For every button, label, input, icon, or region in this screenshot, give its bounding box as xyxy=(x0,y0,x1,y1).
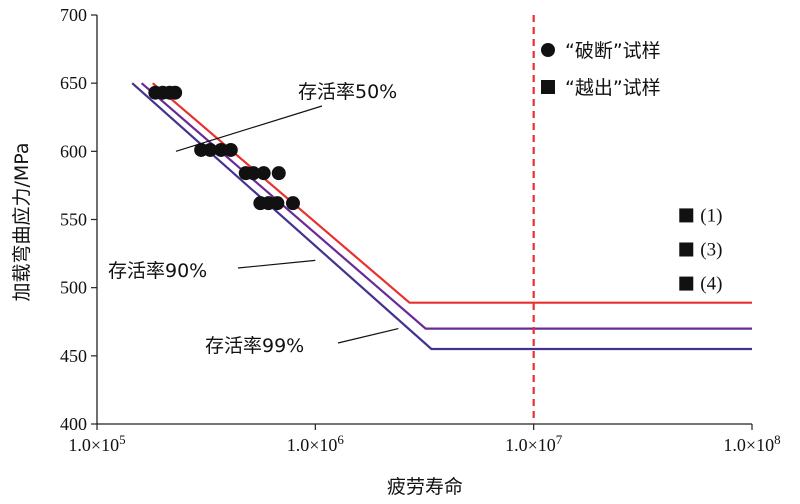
annotation-label: 存活率50% xyxy=(298,81,397,103)
annotation-label: 存活率90% xyxy=(108,260,207,282)
fracture-point xyxy=(168,85,183,100)
x-axis-title: 疲劳寿命 xyxy=(387,476,463,498)
runout-point xyxy=(679,208,694,223)
x-tick-label: 1.0×106 xyxy=(287,432,345,455)
fracture-point xyxy=(271,166,286,181)
fracture-point xyxy=(270,196,285,211)
series-lines xyxy=(131,82,752,351)
fracture-point xyxy=(223,142,238,157)
fracture-point xyxy=(246,166,261,181)
annotation-leader xyxy=(337,327,399,344)
series-line-1 xyxy=(140,82,752,330)
axes: 400 450 500 550 600 650 700 1.0×105 1.0×106 1.0×1… xyxy=(60,5,781,455)
series-line-0 xyxy=(151,82,752,304)
y-tick-label: 450 xyxy=(60,346,87,366)
annotations: 存活率50% 存活率90% 存活率99% xyxy=(108,81,399,357)
y-tick-label: 650 xyxy=(60,73,87,93)
annotation-leader xyxy=(237,259,316,269)
y-tick-label: 400 xyxy=(60,414,87,434)
y-tick-label: 700 xyxy=(60,5,87,25)
runout-point xyxy=(679,276,694,291)
y-tick-label: 550 xyxy=(60,210,87,230)
data-points: (1) (3) (4) xyxy=(148,85,722,295)
fracture-point xyxy=(203,142,218,157)
annotation-label: 存活率99% xyxy=(205,335,304,357)
runout-label: (3) xyxy=(700,239,722,260)
fracture-point xyxy=(285,196,300,211)
y-tick-label: 600 xyxy=(60,141,87,161)
y-tick-label: 500 xyxy=(60,278,87,298)
legend-label: “破断”试样 xyxy=(565,40,661,62)
runout-label: (1) xyxy=(700,205,722,226)
runout-point xyxy=(679,242,694,257)
x-tick-label: 1.0×107 xyxy=(505,432,563,455)
legend-circle-marker xyxy=(541,43,555,57)
y-axis-title: 加载弯曲应力/MPa xyxy=(11,142,33,301)
x-tick-label: 1.0×105 xyxy=(68,432,125,455)
annotation-leader xyxy=(175,105,323,152)
legend-label: “越出”试样 xyxy=(565,77,661,99)
runout-label: (4) xyxy=(700,274,722,295)
series-line-2 xyxy=(131,82,752,351)
x-tick-label: 1.0×108 xyxy=(723,432,780,455)
fracture-point xyxy=(214,142,229,157)
fracture-point xyxy=(256,166,271,181)
legend-square-marker xyxy=(541,80,555,94)
legend: “破断”试样 “越出”试样 xyxy=(541,40,661,99)
